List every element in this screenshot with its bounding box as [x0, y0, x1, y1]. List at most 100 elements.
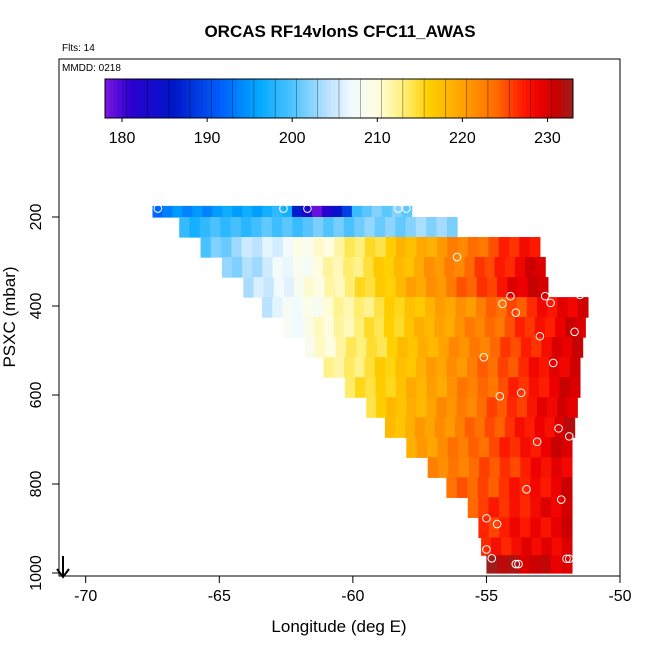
heatmap-cell	[520, 337, 532, 358]
colorbar-segment	[394, 79, 400, 118]
heatmap-cell	[530, 517, 542, 538]
heatmap-cell	[455, 297, 467, 318]
heatmap-cell	[413, 257, 425, 278]
heatmap-cell	[518, 357, 530, 378]
heatmap-cell	[530, 457, 542, 478]
heatmap-cell	[363, 297, 375, 318]
heatmap-cell	[477, 477, 489, 498]
heatmap-cell	[202, 205, 213, 218]
heatmap-cell	[426, 437, 438, 458]
heatmap-cell	[383, 257, 395, 278]
heatmap-cell	[445, 297, 457, 318]
colorbar-segment	[253, 79, 259, 118]
heatmap-cell	[500, 337, 512, 358]
colorbar-segment	[500, 79, 506, 118]
heatmap-cell	[365, 377, 377, 398]
heatmap-cell	[444, 317, 456, 338]
heatmap-cell	[325, 337, 337, 358]
heatmap-cell	[322, 257, 334, 278]
heatmap-cell	[361, 205, 373, 218]
colorbar-segment	[356, 79, 361, 118]
heatmap-cell	[273, 277, 285, 298]
colorbar-segment	[411, 79, 417, 118]
heatmap-cell	[540, 497, 552, 518]
colorbar-segment	[526, 79, 531, 118]
heatmap-cell	[476, 397, 488, 418]
heatmap-cell	[272, 297, 283, 318]
heatmap-cell	[567, 397, 578, 418]
heatmap-cell	[537, 397, 548, 418]
x-tick-label: -50	[608, 588, 631, 605]
heatmap-cell	[363, 257, 375, 278]
heatmap-cell	[458, 457, 470, 478]
heatmap-cell	[551, 337, 563, 358]
heatmap-cell	[282, 205, 293, 218]
heatmap-cell	[508, 357, 519, 378]
heatmap-cell	[555, 317, 566, 338]
heatmap-cell	[376, 337, 388, 358]
colorbar-segment	[492, 79, 497, 118]
heatmap-cell	[541, 337, 553, 358]
heatmap-cell	[446, 357, 458, 378]
heatmap-cell	[293, 237, 304, 258]
heatmap-cell	[313, 237, 325, 258]
heatmap-cell	[467, 237, 479, 258]
heatmap-cell	[559, 357, 571, 378]
heatmap-cell	[572, 337, 584, 358]
heatmap-cell	[518, 555, 530, 574]
heatmap-cell	[468, 457, 480, 478]
colorbar-segment	[224, 79, 229, 118]
sample-point	[548, 358, 558, 368]
mmdd-annotation: MMDD: 0218	[62, 63, 121, 74]
heatmap-cell	[363, 317, 375, 338]
colorbar-segment	[530, 79, 536, 118]
heatmap-cell	[253, 277, 265, 298]
heatmap-cell	[575, 317, 586, 338]
heatmap-cell	[510, 337, 522, 358]
colorbar-segment	[211, 79, 217, 118]
colorbar-segment	[441, 79, 446, 118]
heatmap-cell	[436, 277, 447, 298]
heatmap-cell	[519, 477, 531, 498]
heatmap-cell	[434, 317, 445, 338]
colorbar-segment	[487, 79, 493, 118]
heatmap-cell	[189, 217, 201, 238]
heatmap-cell	[497, 357, 509, 378]
colorbar-segment	[117, 79, 123, 118]
heatmap-cell	[488, 517, 500, 538]
colorbar-segment	[147, 79, 153, 118]
heatmap-cell	[464, 317, 476, 338]
colorbar-segment	[321, 79, 327, 118]
colorbar-border	[104, 78, 574, 119]
heatmap-cell	[478, 497, 490, 518]
heatmap-cell	[541, 457, 552, 478]
sample-point	[506, 291, 515, 301]
heatmap-cell	[356, 337, 368, 358]
heatmap-cell	[434, 257, 445, 278]
colorbar-segment	[130, 79, 136, 118]
heatmap-cell	[514, 317, 526, 338]
heatmap-cell	[354, 357, 366, 378]
heatmap-cell	[262, 205, 273, 218]
heatmap-cell	[415, 357, 427, 378]
heatmap-cell	[220, 217, 232, 238]
heatmap-cell	[446, 217, 458, 238]
heatmap-cell	[192, 205, 203, 218]
heatmap-cell	[365, 277, 376, 298]
heatmap-cell	[384, 297, 396, 318]
colorbar-segment	[407, 79, 412, 118]
heatmap-cell	[577, 297, 589, 318]
heatmap-cell	[498, 237, 510, 258]
heatmap-cell	[497, 555, 509, 574]
heatmap-cell	[524, 417, 536, 438]
heatmap-cell	[182, 205, 193, 218]
colorbar-segment	[432, 79, 438, 118]
heatmap-cell	[454, 257, 465, 278]
heatmap-cell	[481, 537, 492, 556]
colorbar-segment	[445, 79, 451, 118]
colorbar-segment	[517, 79, 523, 118]
colorbar-segment	[296, 79, 302, 118]
colorbar-segment	[143, 79, 149, 118]
heatmap-cell	[477, 377, 489, 398]
heatmap-cells	[152, 205, 589, 574]
